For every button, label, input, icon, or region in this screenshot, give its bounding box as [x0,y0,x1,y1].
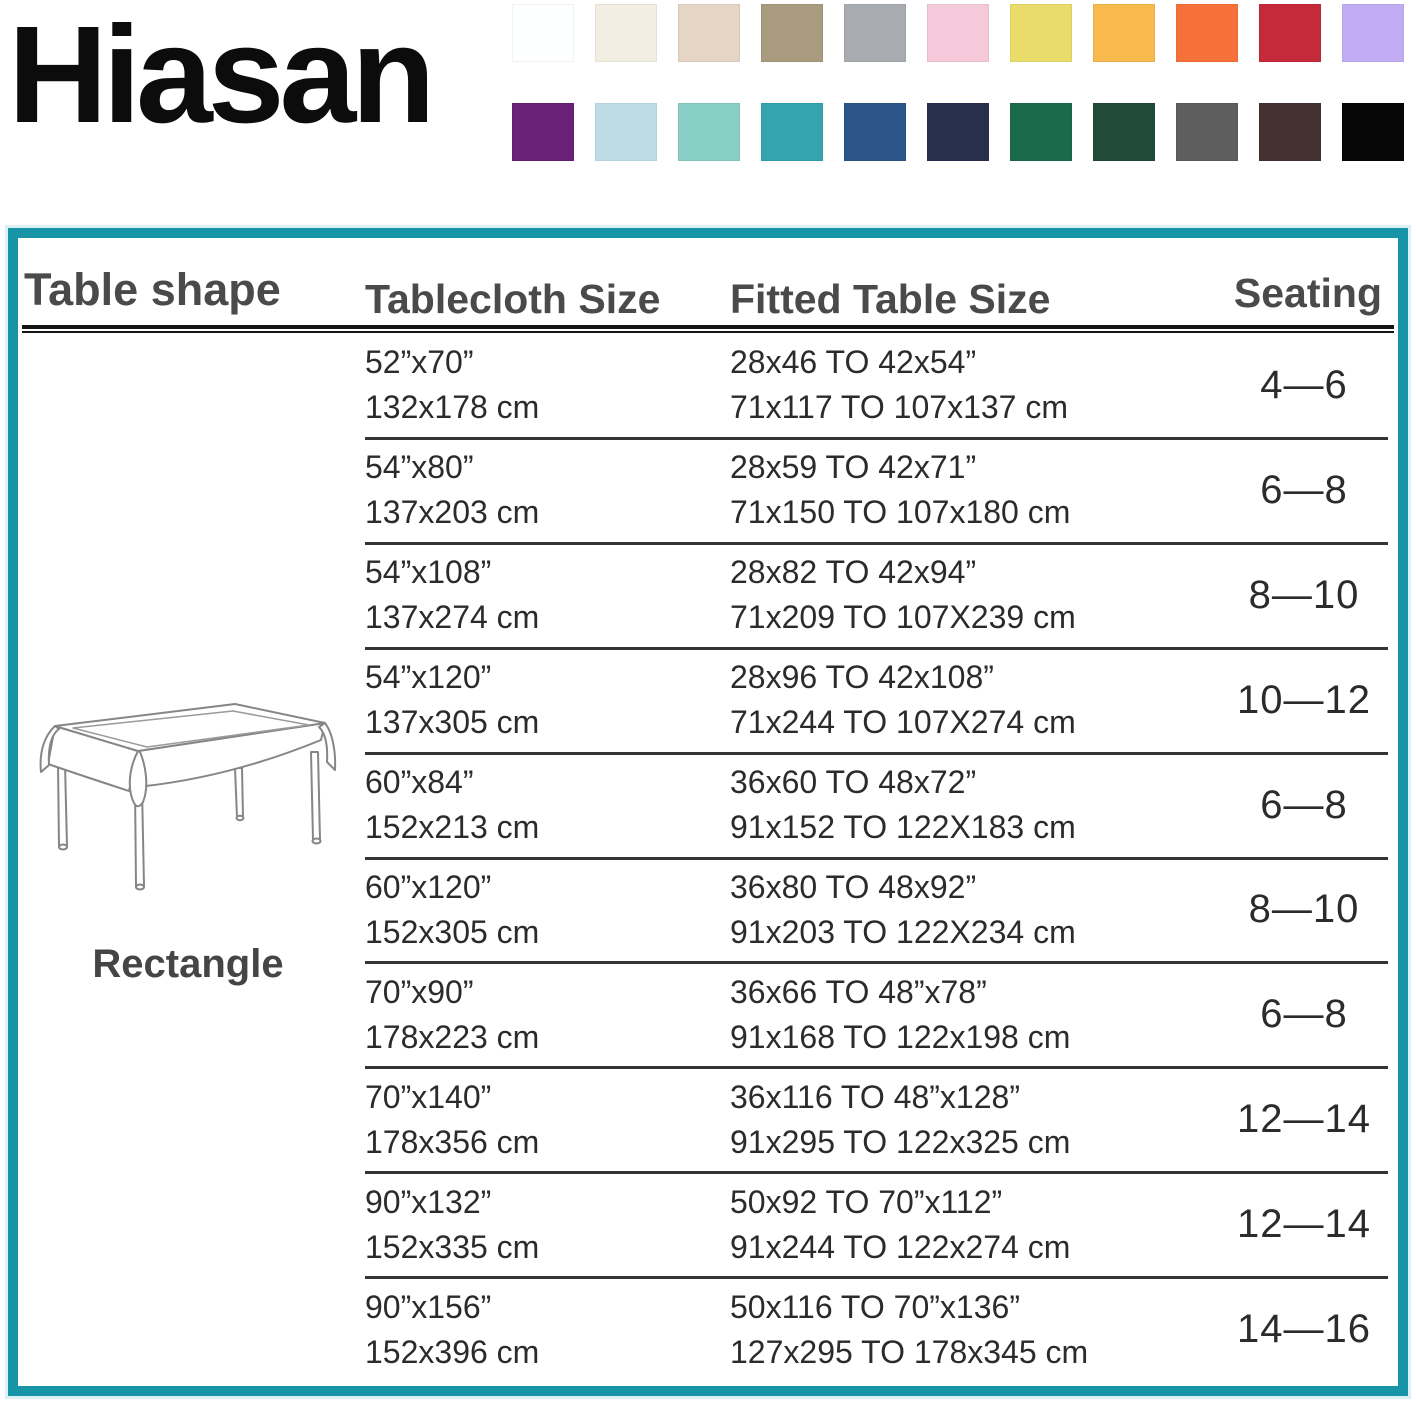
tablecloth-size-inches: 52”x70” [365,344,474,381]
table-row: 90”x132” 152x335 cm 50x92 TO 70”x112” 91… [18,1171,1398,1277]
column-header-tablecloth-size: Tablecloth Size [365,276,661,322]
fitted-size-cm: 71x117 TO 107x137 cm [730,389,1068,426]
color-swatch [678,4,740,62]
table-row: 54”x80” 137x203 cm 28x59 TO 42x71” 71x15… [18,436,1398,543]
color-swatch [927,4,989,62]
color-swatch [844,4,906,62]
fitted-size-cm: 91x168 TO 122x198 cm [730,1018,1071,1055]
table-row: 54”x108” 137x274 cm 28x82 TO 42x94” 71x2… [18,541,1398,648]
color-swatch [678,103,740,161]
fitted-size-cm: 91x295 TO 122x325 cm [730,1123,1071,1160]
fitted-size-inches: 36x60 TO 48x72” [730,764,977,801]
tablecloth-size-inches: 60”x84” [365,764,474,801]
color-swatch [761,103,823,161]
table-row: 60”x84” 152x213 cm 36x60 TO 48x72” 91x15… [18,751,1398,858]
seating-value: 6—8 [1260,467,1348,512]
color-swatch [512,4,574,62]
tablecloth-size-cm: 178x356 cm [365,1123,540,1160]
seating-value: 8—10 [1248,887,1360,932]
fitted-size-cm: 71x244 TO 107X274 cm [730,704,1076,741]
fitted-size-inches: 28x46 TO 42x54” [730,344,977,381]
seating-value: 12—14 [1237,1202,1371,1247]
color-swatch [1176,4,1238,62]
rectangle-table-icon [39,703,337,891]
color-swatch [1093,4,1155,62]
tablecloth-size-cm: 152x335 cm [365,1228,540,1265]
fitted-size-inches: 28x59 TO 42x71” [730,449,977,486]
tablecloth-size-inches: 90”x156” [365,1288,492,1325]
table-row: 54”x120” 137x305 cm 28x96 TO 42x108” 71x… [18,646,1398,753]
column-header-table-shape: Table shape [24,264,281,315]
seating-value: 4—6 [1260,362,1348,407]
fitted-size-cm: 91x244 TO 122x274 cm [730,1228,1071,1265]
tablecloth-size-inches: 60”x120” [365,868,492,905]
color-swatch [1342,103,1404,161]
tablecloth-size-inches: 70”x90” [365,973,474,1010]
color-swatch [512,103,574,161]
seating-value: 10—12 [1237,677,1371,722]
fitted-size-cm: 127x295 TO 178x345 cm [730,1333,1089,1370]
shape-label: Rectangle [92,942,284,986]
tablecloth-size-cm: 178x223 cm [365,1018,540,1055]
fitted-size-cm: 71x150 TO 107x180 cm [730,494,1071,531]
tablecloth-size-inches: 54”x108” [365,554,492,591]
tablecloth-size-cm: 137x203 cm [365,494,540,531]
size-chart: Table shape Tablecloth Size Fitted Table… [8,228,1408,1396]
color-swatch [1093,103,1155,161]
seating-value: 6—8 [1260,992,1348,1037]
color-swatch [1010,4,1072,62]
tablecloth-size-cm: 132x178 cm [365,389,540,426]
color-swatch [927,103,989,161]
fitted-size-inches: 36x80 TO 48x92” [730,868,977,905]
tablecloth-size-cm: 137x305 cm [365,704,540,741]
size-rows: 52”x70” 132x178 cm 28x46 TO 42x54” 71x11… [18,333,1398,1382]
seating-value: 14—16 [1237,1307,1371,1352]
color-swatch [595,4,657,62]
color-swatch [1342,4,1404,62]
table-row: 70”x140” 178x356 cm 36x116 TO 48”x128” 9… [18,1066,1398,1172]
brand-logo: Hiasan [8,0,436,152]
tablecloth-size-inches: 90”x132” [365,1183,492,1220]
table-row: 90”x156” 152x396 cm 50x116 TO 70”x136” 1… [18,1276,1398,1382]
color-swatch-palette [512,4,1404,161]
tablecloth-size-cm: 152x305 cm [365,913,540,950]
column-header-fitted-size: Fitted Table Size [730,276,1051,322]
seating-value: 8—10 [1248,572,1360,617]
color-swatch [844,103,906,161]
fitted-size-cm: 91x203 TO 122X234 cm [730,913,1076,950]
table-row: 52”x70” 132x178 cm 28x46 TO 42x54” 71x11… [18,333,1398,438]
color-swatch [595,103,657,161]
header-divider [22,325,1394,333]
seating-value: 12—14 [1237,1097,1371,1142]
fitted-size-cm: 91x152 TO 122X183 cm [730,809,1076,846]
tablecloth-size-cm: 152x396 cm [365,1333,540,1370]
table-shape-column: Rectangle [20,696,356,987]
tablecloth-size-inches: 70”x140” [365,1078,492,1115]
column-header-seating: Seating [1233,270,1382,316]
fitted-size-inches: 28x96 TO 42x108” [730,659,994,696]
tablecloth-size-inches: 54”x80” [365,449,474,486]
tablecloth-size-cm: 137x274 cm [365,599,540,636]
color-swatch [1176,103,1238,161]
fitted-size-inches: 50x116 TO 70”x136” [730,1288,1020,1325]
fitted-size-inches: 36x66 TO 48”x78” [730,973,987,1010]
tablecloth-size-inches: 54”x120” [365,659,492,696]
table-row: 70”x90” 178x223 cm 36x66 TO 48”x78” 91x1… [18,961,1398,1067]
color-swatch [761,4,823,62]
color-swatch [1259,103,1321,161]
table-row: 60”x120” 152x305 cm 36x80 TO 48x92” 91x2… [18,856,1398,963]
seating-value: 6—8 [1260,782,1348,827]
fitted-size-cm: 71x209 TO 107X239 cm [730,599,1076,636]
color-swatch [1259,4,1321,62]
fitted-size-inches: 50x92 TO 70”x112” [730,1183,1003,1220]
fitted-size-inches: 28x82 TO 42x94” [730,554,977,591]
fitted-size-inches: 36x116 TO 48”x128” [730,1078,1020,1115]
tablecloth-size-cm: 152x213 cm [365,809,540,846]
color-swatch [1010,103,1072,161]
